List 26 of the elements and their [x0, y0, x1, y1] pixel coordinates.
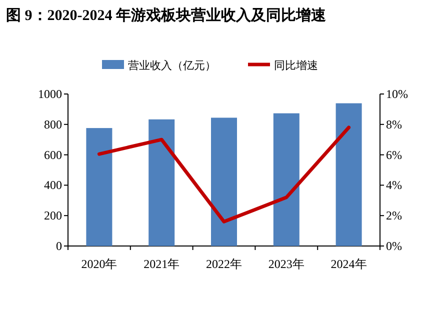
- bar: [86, 128, 112, 246]
- line-series: [97, 126, 351, 224]
- y2-tick-label: 8%: [386, 117, 402, 132]
- x-tick-label: 2021年: [144, 257, 180, 271]
- x-tick-label: 2022年: [206, 257, 242, 271]
- chart-title: 图 9：2020-2024 年游戏板块营业收入及同比增速: [6, 7, 327, 24]
- bar: [273, 113, 300, 246]
- y-tick-label: 0: [56, 239, 62, 253]
- y-tick-label: 600: [44, 148, 62, 162]
- legend-label: 营业收入（亿元）: [128, 59, 216, 72]
- x-tick-label: 2023年: [268, 257, 304, 271]
- y2-tick-label: 4%: [386, 178, 402, 192]
- bar: [148, 119, 175, 246]
- x-tick-label: 2024年: [330, 257, 367, 271]
- y-tick-label: 400: [44, 178, 62, 192]
- y-tick-label: 200: [44, 208, 62, 223]
- y2-tick-label: 2%: [386, 208, 402, 223]
- y-tick-label: 800: [44, 117, 62, 132]
- y2-tick-label: 0%: [386, 239, 402, 253]
- y2-tick-label: 10%: [386, 87, 408, 101]
- x-tick-label: 2020年: [81, 257, 118, 271]
- bar: [211, 118, 237, 246]
- y-tick-label: 1000: [38, 87, 62, 101]
- y2-tick-label: 6%: [386, 148, 402, 162]
- bar: [336, 103, 362, 246]
- legend-label: 同比增速: [274, 59, 318, 72]
